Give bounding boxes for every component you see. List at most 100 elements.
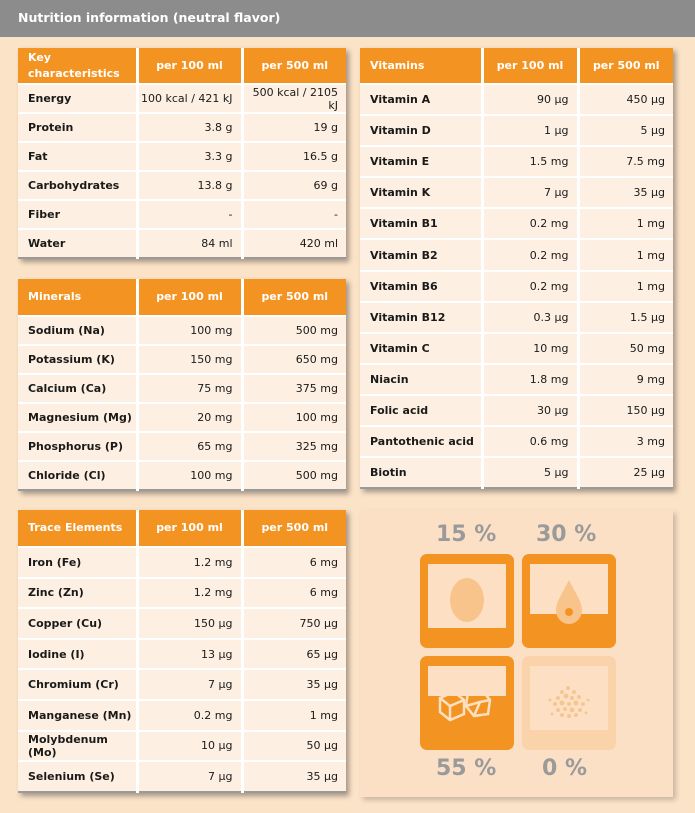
nutrient-value: -	[242, 199, 346, 229]
nutrient-value: 1 mg	[242, 698, 346, 731]
nutrient-value: 100 mg	[137, 460, 244, 491]
nutrient-value: 100 kcal / 421 kJ	[137, 83, 244, 113]
nutrient-value: 1 mg	[578, 269, 673, 302]
nutrient-name: Vitamin B6	[360, 269, 484, 302]
table-row: Biotin 5 µg 25 µg	[360, 456, 673, 490]
nutrient-value: 69 g	[242, 170, 346, 200]
nutrient-value: 500 mg	[242, 315, 346, 345]
egg-icon	[428, 564, 506, 628]
nutrient-value: -	[137, 199, 244, 229]
nutrient-value: 84 ml	[137, 228, 244, 259]
nutrient-value: 10 mg	[482, 331, 580, 364]
nutrient-value: 25 µg	[578, 456, 673, 490]
fat-percent: 30 %	[536, 522, 597, 547]
table-row: Molybdenum (Mo) 10 µg 50 µg	[18, 729, 346, 762]
nutrient-name: Vitamin A	[360, 82, 484, 116]
nutrient-name: Carbohydrates	[18, 170, 139, 200]
nutrient-value: 16.5 g	[242, 141, 346, 171]
table-row: Selenium (Se) 7 µg 35 µg	[18, 760, 346, 793]
column-header-name: Key characteristics	[18, 48, 139, 84]
table-row: Zinc (Zn) 1.2 mg 6 mg	[18, 576, 346, 609]
table-row: Fiber - -	[18, 199, 346, 229]
nutrient-name: Molybdenum (Mo)	[18, 729, 139, 762]
nutrient-value: 420 ml	[242, 228, 346, 259]
table-row: Folic acid 30 µg 150 µg	[360, 393, 673, 427]
minerals-table: Minerals per 100 ml per 500 ml Sodium (Na) 1…	[18, 279, 346, 491]
nutrient-value: 1.2 mg	[137, 546, 244, 578]
fiber-grains-icon	[530, 666, 608, 730]
nutrient-name: Copper (Cu)	[18, 607, 139, 639]
table-row: Niacin 1.8 mg 9 mg	[360, 362, 673, 395]
nutrient-name: Energy	[18, 83, 139, 113]
nutrient-value: 1.5 µg	[578, 300, 673, 333]
nutrient-value: 7 µg	[137, 668, 244, 700]
table-row: Magnesium (Mg) 20 mg 100 mg	[18, 402, 346, 432]
oil-drop-icon	[530, 564, 608, 628]
nutrient-value: 0.2 mg	[137, 698, 244, 731]
nutrient-value: 50 mg	[578, 331, 673, 364]
nutrient-value: 35 µg	[242, 668, 346, 700]
nutrient-name: Vitamin B1	[360, 207, 484, 240]
nutrient-name: Chromium (Cr)	[18, 668, 139, 700]
nutrient-value: 6 mg	[242, 576, 346, 609]
nutrient-value: 20 mg	[137, 402, 244, 432]
nutrient-name: Iron (Fe)	[18, 546, 139, 578]
nutrient-value: 450 µg	[578, 82, 673, 116]
column-header-name: Vitamins	[360, 48, 484, 84]
fat-tile	[522, 554, 616, 648]
nutrient-value: 1.2 mg	[137, 576, 244, 609]
table-row: Vitamin C 10 mg 50 mg	[360, 331, 673, 364]
nutrient-value: 500 mg	[242, 460, 346, 491]
nutrient-value: 325 mg	[242, 431, 346, 461]
table-row: Vitamin B2 0.2 mg 1 mg	[360, 238, 673, 271]
table-row: Vitamin B12 0.3 µg 1.5 µg	[360, 300, 673, 333]
nutrient-name: Iodine (I)	[18, 637, 139, 670]
key-characteristics-table: Key characteristics per 100 ml per 500 ml E…	[18, 48, 346, 259]
table-row: Vitamin B1 0.2 mg 1 mg	[360, 207, 673, 240]
nutrient-value: 750 µg	[242, 607, 346, 639]
nutrient-value: 30 µg	[482, 393, 580, 427]
trace-elements-table: Trace Elements per 100 ml per 500 ml Iron (…	[18, 510, 346, 793]
nutrient-value: 6 mg	[242, 546, 346, 578]
column-header-per-100ml: per 100 ml	[482, 48, 580, 84]
nutrient-value: 9 mg	[578, 362, 673, 395]
nutrient-name: Sodium (Na)	[18, 315, 139, 345]
nutrient-name: Protein	[18, 112, 139, 142]
nutrient-value: 65 µg	[242, 637, 346, 670]
nutrient-name: Vitamin D	[360, 114, 484, 147]
nutrient-name: Fiber	[18, 199, 139, 229]
nutrient-name: Zinc (Zn)	[18, 576, 139, 609]
column-header-per-500ml: per 500 ml	[242, 48, 346, 84]
nutrient-name: Folic acid	[360, 393, 484, 427]
nutrient-name: Niacin	[360, 362, 484, 395]
table-row: Energy 100 kcal / 421 kJ 500 kcal / 2105 k…	[18, 83, 346, 113]
nutrient-name: Vitamin E	[360, 145, 484, 178]
protein-tile	[420, 554, 514, 648]
nutrient-value: 50 µg	[242, 729, 346, 762]
nutrient-value: 3.8 g	[137, 112, 244, 142]
nutrient-value: 375 mg	[242, 373, 346, 403]
table-row: Sodium (Na) 100 mg 500 mg	[18, 315, 346, 345]
nutrient-value: 35 µg	[242, 760, 346, 793]
nutrient-name: Vitamin B12	[360, 300, 484, 333]
nutrient-name: Water	[18, 228, 139, 259]
nutrient-value: 3.3 g	[137, 141, 244, 171]
nutrient-value: 3 mg	[578, 425, 673, 458]
vitamins-table: Vitamins per 100 ml per 500 ml Vitamin A 90 …	[360, 48, 673, 490]
nutrient-value: 13.8 g	[137, 170, 244, 200]
column-header-per-500ml: per 500 ml	[578, 48, 673, 84]
table-row: Pantothenic acid 0.6 mg 3 mg	[360, 425, 673, 458]
nutrient-value: 7 µg	[482, 176, 580, 209]
nutrient-value: 100 mg	[242, 402, 346, 432]
nutrient-value: 1 mg	[578, 207, 673, 240]
vitamins-grid: Vitamins per 100 ml per 500 ml Vitamin A 90 …	[360, 48, 673, 490]
nutrient-name: Manganese (Mn)	[18, 698, 139, 731]
nutrient-name: Vitamin C	[360, 331, 484, 364]
table-row: Fat 3.3 g 16.5 g	[18, 141, 346, 171]
nutrient-value: 0.2 mg	[482, 269, 580, 302]
nutrient-value: 19 g	[242, 112, 346, 142]
nutrient-value: 10 µg	[137, 729, 244, 762]
nutrient-name: Potassium (K)	[18, 344, 139, 374]
nutrient-name: Phosphorus (P)	[18, 431, 139, 461]
